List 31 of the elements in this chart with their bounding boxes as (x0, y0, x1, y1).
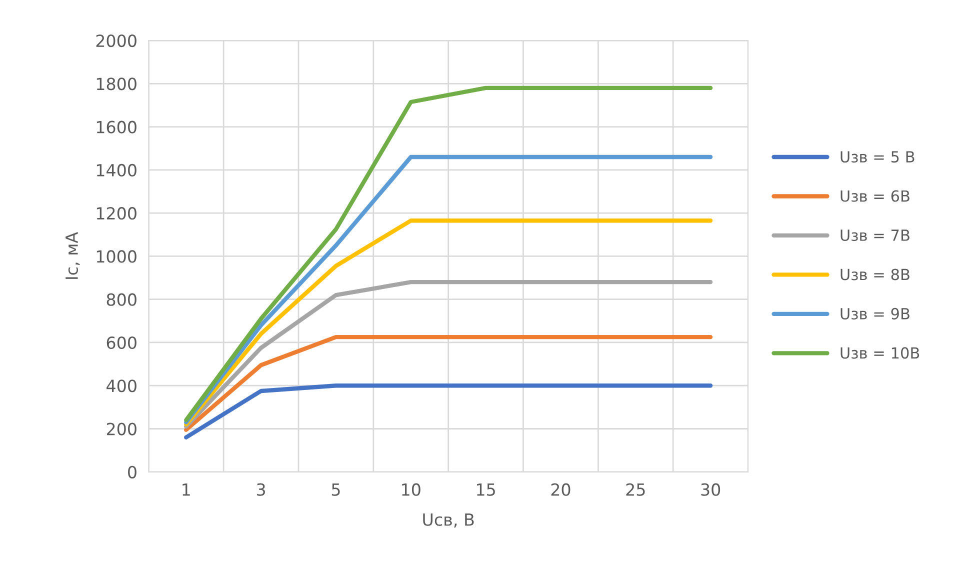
legend-label: Uзв = 6В (840, 190, 910, 202)
x-tick-label: 5 (332, 484, 340, 496)
legend-label: Uзв = 7В (840, 230, 910, 242)
y-tick-label: 800 (106, 293, 136, 306)
y-axis-title: Ic, мА (66, 232, 80, 279)
y-tick-label: 1400 (96, 164, 136, 177)
x-tick-label: 3 (256, 483, 265, 496)
y-tick-label: 1200 (96, 207, 136, 220)
y-tick-label: 0 (128, 466, 136, 478)
legend-label: Uзв = 5 В (840, 151, 914, 163)
y-tick-label: 400 (106, 380, 136, 392)
y-tick-label: 1000 (96, 250, 136, 263)
x-tick-label: 10 (402, 483, 420, 496)
x-tick-label: 20 (551, 483, 570, 496)
y-tick-label: 600 (106, 336, 136, 350)
x-tick-label: 15 (477, 484, 495, 496)
y-tick-label: 2000 (96, 34, 136, 48)
y-tick-label: 1800 (96, 78, 136, 90)
x-tick-label: 30 (701, 483, 720, 496)
legend-label: Uзв = 9В (840, 308, 910, 320)
line-series (184, 280, 713, 429)
x-tick-label: 25 (626, 483, 645, 496)
line-series (184, 218, 713, 427)
line-series (184, 86, 713, 422)
y-tick-label: 200 (106, 422, 136, 436)
legend-label: Uзв = 8В (840, 268, 910, 280)
x-tick-label: 1 (182, 484, 190, 496)
legend-label: Uзв = 10В (840, 347, 920, 359)
line-series (184, 154, 713, 424)
y-tick-label: 1600 (96, 120, 136, 134)
x-axis-title: Uсв, В (423, 514, 474, 528)
